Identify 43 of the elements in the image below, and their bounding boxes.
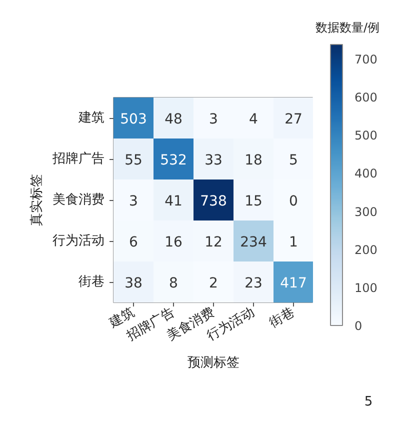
- data-label: 503: [120, 112, 147, 128]
- color-bar-label: 100: [354, 280, 378, 295]
- y-tick-label: 招牌广告: [52, 152, 104, 166]
- data-label: 27: [284, 112, 302, 128]
- y-axis-title: 真实标签: [30, 174, 44, 226]
- data-label: 3: [129, 194, 138, 210]
- data-label: 12: [204, 234, 222, 250]
- text: 5: [364, 394, 373, 410]
- y-tick-label: 美食消费: [52, 192, 104, 208]
- y-tick-label: 建筑: [78, 110, 104, 126]
- data-label: 8: [169, 276, 178, 292]
- data-label: 33: [204, 152, 222, 168]
- color-bar-label: 600: [354, 90, 378, 105]
- data-label: 55: [124, 152, 142, 168]
- data-label: 41: [164, 194, 182, 210]
- data-label: 3: [209, 112, 218, 128]
- color-bar-label: 700: [354, 52, 378, 66]
- data-label: 5: [289, 152, 298, 168]
- color-bar-title: 数据数量/例: [315, 20, 380, 34]
- data-label: 0: [289, 194, 298, 210]
- data-label: 48: [164, 112, 182, 128]
- color-bar-label: 300: [354, 204, 378, 219]
- data-label: 23: [244, 276, 262, 292]
- y-tick-label: 街巷: [78, 274, 104, 290]
- x-tick-label: 街巷: [267, 305, 298, 331]
- y-tick-label: 行为活动: [52, 234, 104, 248]
- color-bar-label: 500: [354, 128, 378, 143]
- data-label: 532: [160, 152, 187, 168]
- color-bar-label: 0: [354, 319, 362, 333]
- data-label: 18: [244, 152, 262, 168]
- data-label: 16: [164, 234, 182, 250]
- data-label: 6: [129, 234, 138, 250]
- color-bar-label: 200: [354, 242, 378, 257]
- color-bar-label: 400: [354, 166, 378, 181]
- data-label: 2: [209, 276, 218, 292]
- data-label: 738: [200, 194, 227, 210]
- data-label: 417: [280, 276, 307, 292]
- data-label: 38: [124, 276, 142, 292]
- x-axis-title: 预测标签: [188, 355, 240, 370]
- data-label: 4: [249, 112, 258, 128]
- data-label: 1: [289, 234, 298, 250]
- data-label: 15: [244, 194, 262, 210]
- data-label: 234: [240, 234, 267, 250]
